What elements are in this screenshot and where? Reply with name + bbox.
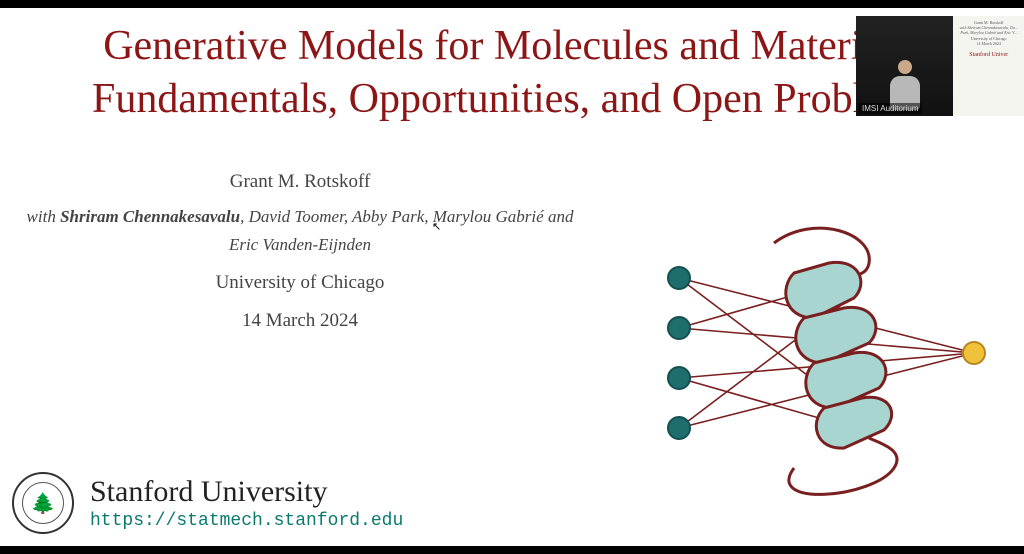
collaborators: with Shriram Chennakesavalu, David Toome… <box>20 203 580 257</box>
tree-icon: 🌲 <box>22 482 64 524</box>
mini-stanford-logo: Stanford Univer <box>956 52 1021 60</box>
lead-collaborator: Shriram Chennakesavalu <box>60 207 240 226</box>
venue-caption: IMSI Auditorium <box>858 103 922 114</box>
university-column: Stanford University https://statmech.sta… <box>90 475 403 531</box>
university-name: Stanford University <box>90 475 403 509</box>
institution: University of Chicago <box>20 268 580 298</box>
cursor-icon: ↖ <box>432 220 441 233</box>
collaborators-rest: , David Toomer, Abby Park, Marylou Gabri… <box>229 207 574 253</box>
letterbox-bottom <box>0 546 1024 554</box>
mini-date: 14 March 2024 <box>956 41 1021 46</box>
stanford-seal-icon: 🌲 <box>12 472 74 534</box>
slide: Generative Models for Molecules and Mate… <box>0 8 1024 546</box>
footer-logo-row: 🌲 Stanford University https://statmech.s… <box>12 472 403 534</box>
mini-slide: Grant M. Rotskoff with Shriram Chennakes… <box>953 16 1024 116</box>
mini-collab: with Shriram Chennakesavalu, Da... Park,… <box>956 25 1021 35</box>
speaker-video-overlay: IMSI Auditorium Grant M. Rotskoff with S… <box>856 16 1024 116</box>
helix-network-diagram <box>644 218 1004 508</box>
speaker-camera: IMSI Auditorium <box>856 16 953 116</box>
letterbox-top <box>0 0 1024 8</box>
author-block: Grant M. Rotskoff with Shriram Chennakes… <box>20 167 580 337</box>
lab-url: https://statmech.stanford.edu <box>90 511 403 531</box>
author-name: Grant M. Rotskoff <box>20 167 580 197</box>
with-prefix: with <box>27 207 61 226</box>
talk-date: 14 March 2024 <box>20 306 580 336</box>
